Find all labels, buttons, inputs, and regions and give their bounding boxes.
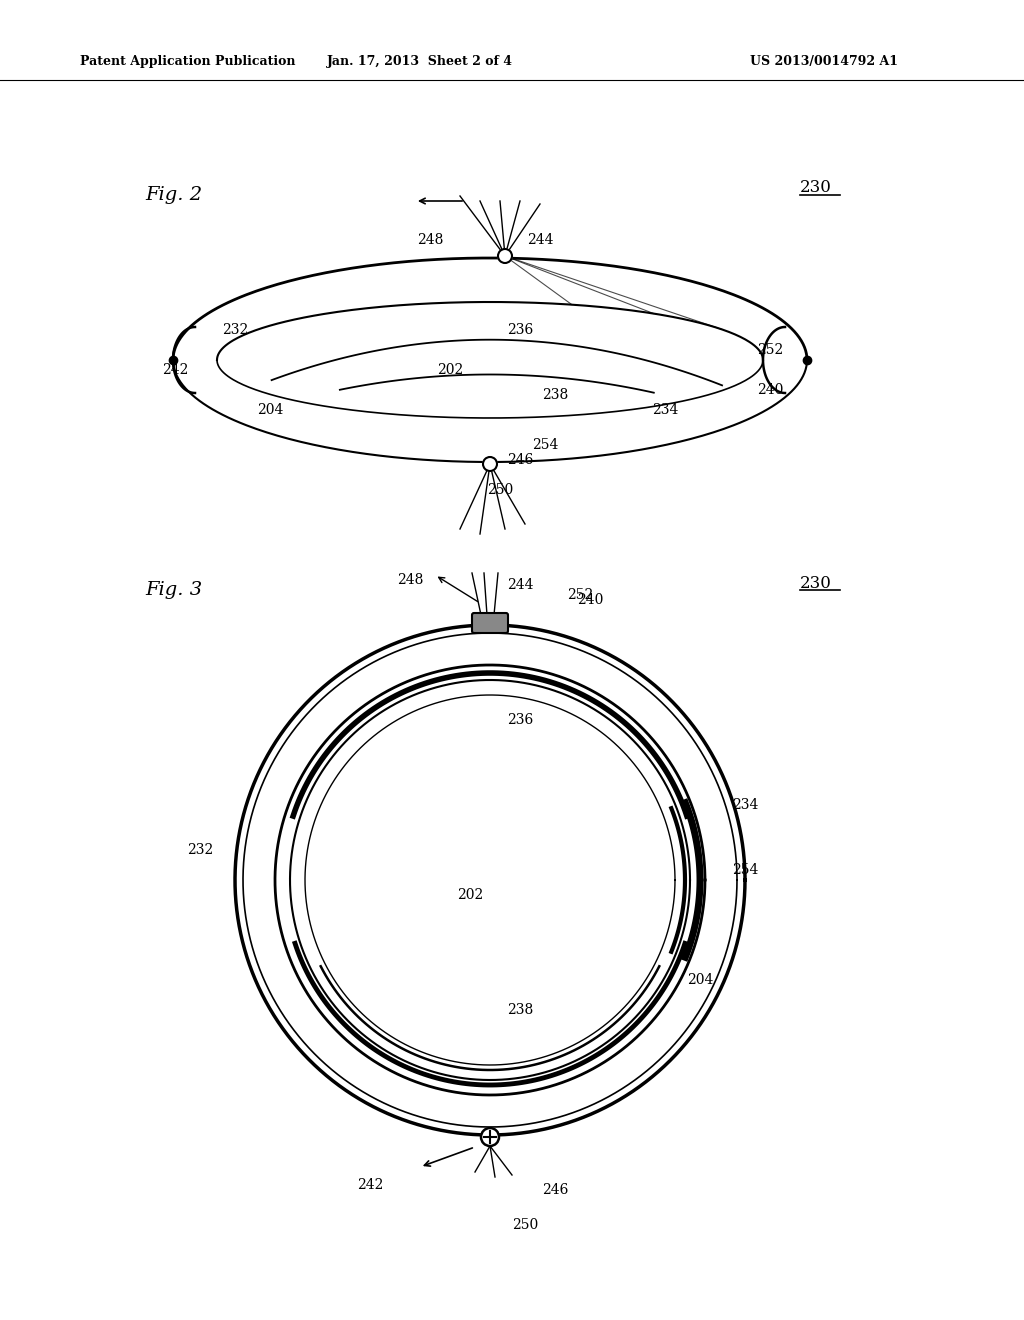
Text: Fig. 2: Fig. 2 <box>145 186 202 205</box>
Text: 252: 252 <box>757 343 783 356</box>
Text: Patent Application Publication: Patent Application Publication <box>80 55 296 69</box>
Text: 242: 242 <box>356 1177 383 1192</box>
Text: 250: 250 <box>512 1218 539 1232</box>
Text: US 2013/0014792 A1: US 2013/0014792 A1 <box>750 55 898 69</box>
Text: 240: 240 <box>577 593 603 607</box>
Text: 246: 246 <box>507 453 534 467</box>
Text: 232: 232 <box>222 323 248 337</box>
Text: 246: 246 <box>542 1183 568 1197</box>
Circle shape <box>481 1129 499 1146</box>
Text: 234: 234 <box>732 799 758 812</box>
Text: 202: 202 <box>457 888 483 902</box>
Text: 234: 234 <box>652 403 678 417</box>
Text: 238: 238 <box>507 1003 534 1016</box>
Text: 244: 244 <box>507 578 534 591</box>
Text: 230: 230 <box>800 574 831 591</box>
Text: 240: 240 <box>757 383 783 397</box>
Text: 204: 204 <box>687 973 713 987</box>
Circle shape <box>498 249 512 263</box>
Text: 248: 248 <box>417 234 443 247</box>
Text: 230: 230 <box>800 180 831 197</box>
Text: 204: 204 <box>257 403 284 417</box>
Text: Jan. 17, 2013  Sheet 2 of 4: Jan. 17, 2013 Sheet 2 of 4 <box>327 55 513 69</box>
Text: 254: 254 <box>732 863 758 876</box>
Text: Fig. 3: Fig. 3 <box>145 581 202 599</box>
Text: 236: 236 <box>507 713 534 727</box>
Text: 242: 242 <box>162 363 188 378</box>
FancyBboxPatch shape <box>472 612 508 634</box>
Text: 236: 236 <box>507 323 534 337</box>
Text: 232: 232 <box>186 843 213 857</box>
Text: 248: 248 <box>397 573 423 587</box>
Circle shape <box>483 457 497 471</box>
Text: 202: 202 <box>437 363 463 378</box>
Text: 250: 250 <box>486 483 513 498</box>
Text: 238: 238 <box>542 388 568 403</box>
Text: 254: 254 <box>531 438 558 451</box>
Text: 244: 244 <box>526 234 553 247</box>
Text: 252: 252 <box>567 587 593 602</box>
